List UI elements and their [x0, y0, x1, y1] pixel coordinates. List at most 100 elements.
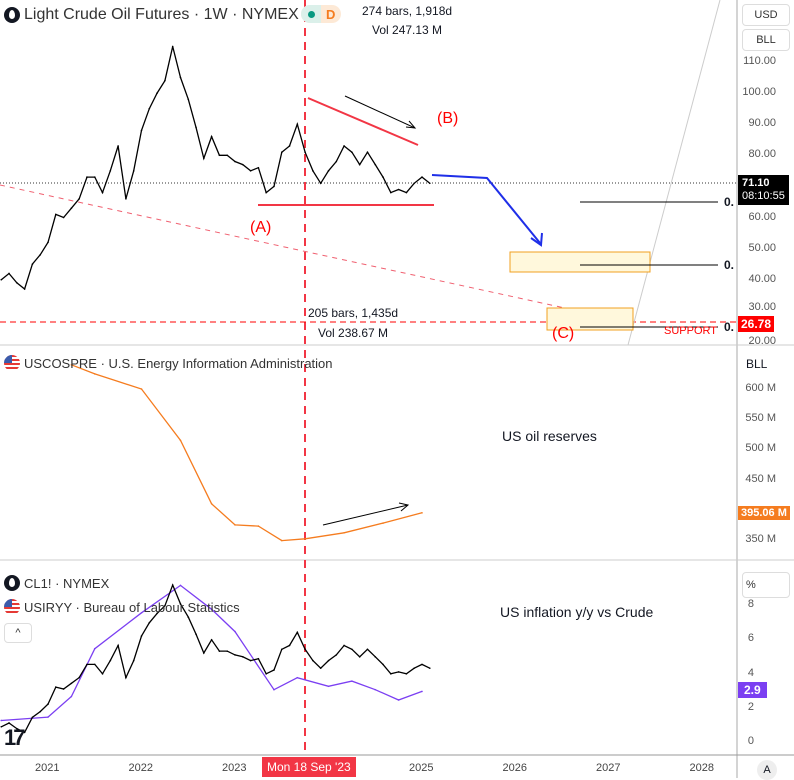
cl1-overlay-series-point	[16, 727, 18, 730]
reserves-series-point	[280, 539, 283, 542]
crude-price-series-point	[312, 170, 314, 172]
crude-price-series-point	[132, 170, 135, 172]
cl1-overlay-series-point	[265, 673, 267, 675]
cl1-overlay-series[interactable]	[1, 583, 431, 734]
crude-price-series-point	[327, 170, 330, 172]
crude-price-series-point	[171, 45, 174, 48]
crude-price-series-point	[296, 123, 299, 125]
time-tick: 2028	[689, 762, 714, 774]
cl1-legend[interactable]: CL1! · NYMEX	[4, 575, 109, 591]
collapse-button[interactable]: ^	[4, 623, 32, 643]
crude-price-series[interactable]	[0, 46, 431, 291]
auto-scale-button[interactable]: A	[757, 760, 777, 780]
price-tick: 80.00	[748, 148, 776, 161]
crude-price-series-point	[8, 272, 10, 275]
unit-button[interactable]: BLL	[742, 29, 790, 51]
crude-price-series-point	[203, 157, 205, 160]
oil-drop-icon	[4, 575, 20, 591]
arrow-head-icon	[405, 120, 417, 129]
cl1-overlay-series-point	[62, 688, 65, 690]
cl1-overlay-series-point	[327, 659, 330, 662]
inflation-last-badge: 2.9	[738, 682, 767, 698]
vol-info: Vol 247.13 M	[372, 23, 443, 37]
crude-price-series-point	[195, 126, 197, 129]
crude-price-series-point	[249, 170, 252, 172]
resistance-trendline[interactable]	[307, 97, 419, 146]
wave-label-c[interactable]: (C)	[552, 325, 575, 342]
reserves-unit: BLL	[746, 357, 768, 371]
crude-price-series-point	[428, 182, 431, 185]
arrow-line[interactable]	[322, 504, 409, 526]
reserves-series-point	[93, 373, 96, 375]
cl1-overlay-series-point	[47, 703, 49, 705]
bars-info: 274 bars, 1,918d	[362, 4, 453, 18]
wave-label-b[interactable]: (B)	[437, 110, 459, 127]
inflation-series-point	[374, 688, 377, 691]
cl1-overlay-series-point	[203, 652, 205, 654]
reserves-series[interactable]	[71, 364, 423, 542]
crude-price-series-point	[390, 191, 392, 194]
crude-price-series-point	[140, 129, 143, 132]
cl1-overlay-series-point	[249, 659, 252, 662]
price-tick: 110.00	[743, 55, 776, 67]
crude-price-series-point	[210, 135, 213, 138]
cl1-overlay-series-point	[93, 663, 96, 666]
cl1-overlay-series-point	[428, 667, 431, 669]
cl1-overlay-series-point	[382, 663, 384, 666]
cl1-overlay-series-point	[109, 659, 112, 662]
price-tick: 100.00	[742, 86, 776, 99]
crude-price-series-point	[421, 176, 423, 178]
cl1-overlay-series-point	[226, 650, 229, 652]
time-tick: 2027	[596, 762, 621, 774]
symbol-legend[interactable]: Light Crude Oil Futures · 1W · NYMEX	[4, 6, 299, 24]
cl1-overlay-series-point	[8, 722, 10, 724]
crude-price-series-point	[335, 160, 338, 163]
cl1-overlay-series-point	[343, 644, 345, 647]
percent-unit-button[interactable]: %	[742, 572, 790, 598]
crude-price-series-point	[109, 170, 112, 172]
wave-label-a[interactable]: (A)	[250, 219, 272, 236]
time-tick: 2021	[35, 762, 60, 774]
crude-price-series-point	[319, 182, 322, 185]
crude-price-series-point	[351, 151, 353, 153]
crude-price-series-point	[343, 145, 345, 147]
price-tick: 40.00	[748, 272, 776, 285]
crude-price-series-point	[187, 98, 190, 101]
reserves-note[interactable]: US oil reserves	[502, 428, 597, 444]
reserves-legend[interactable]: USCOSPRE · U.S. Energy Information Admin…	[4, 355, 333, 371]
projection-arrow[interactable]	[431, 174, 541, 244]
cl1-overlay-series-point	[366, 648, 369, 651]
cl1-overlay-series-point	[421, 663, 423, 666]
usiryy-legend[interactable]: USIRYY · Bureau of Labour Statistics	[4, 599, 240, 615]
market-status-badge[interactable]: D	[301, 5, 341, 23]
price-tick: 20.00	[748, 334, 776, 347]
crude-price-series-point	[86, 176, 88, 178]
reserves-series-point	[210, 502, 213, 505]
tradingview-logo[interactable]: 17	[4, 725, 26, 750]
oil-drop-icon	[4, 7, 20, 23]
cl1-overlay-series-point	[280, 648, 283, 651]
support-label[interactable]: SUPPORT	[664, 325, 717, 337]
crude-price-series-point	[234, 160, 236, 163]
target-zone-box[interactable]	[546, 307, 634, 331]
crude-price-series-point	[288, 145, 291, 147]
crude-price-series-point	[101, 191, 104, 194]
crude-price-series-point	[374, 163, 377, 166]
cl1-overlay-series-point	[218, 650, 221, 652]
cl1-overlay-series-point	[210, 639, 213, 641]
reserves-tick: 350 M	[745, 533, 776, 545]
inflation-tick: 6	[747, 632, 754, 645]
cl1-overlay-series-point	[351, 648, 353, 651]
currency-button[interactable]: USD	[742, 4, 790, 26]
gray-trendline[interactable]	[627, 0, 721, 346]
crude-price-series-point	[358, 163, 361, 166]
cl1-overlay-series-point	[335, 654, 338, 656]
crude-price-series-point	[413, 182, 416, 185]
crude-price-series-point	[382, 176, 384, 178]
target-zone-box[interactable]	[509, 251, 651, 273]
crude-price-series-point	[125, 198, 127, 200]
inflation-note[interactable]: US inflation y/y vs Crude	[500, 604, 654, 620]
cl1-overlay-series-point	[0, 725, 3, 728]
arrow-line[interactable]	[344, 95, 416, 129]
